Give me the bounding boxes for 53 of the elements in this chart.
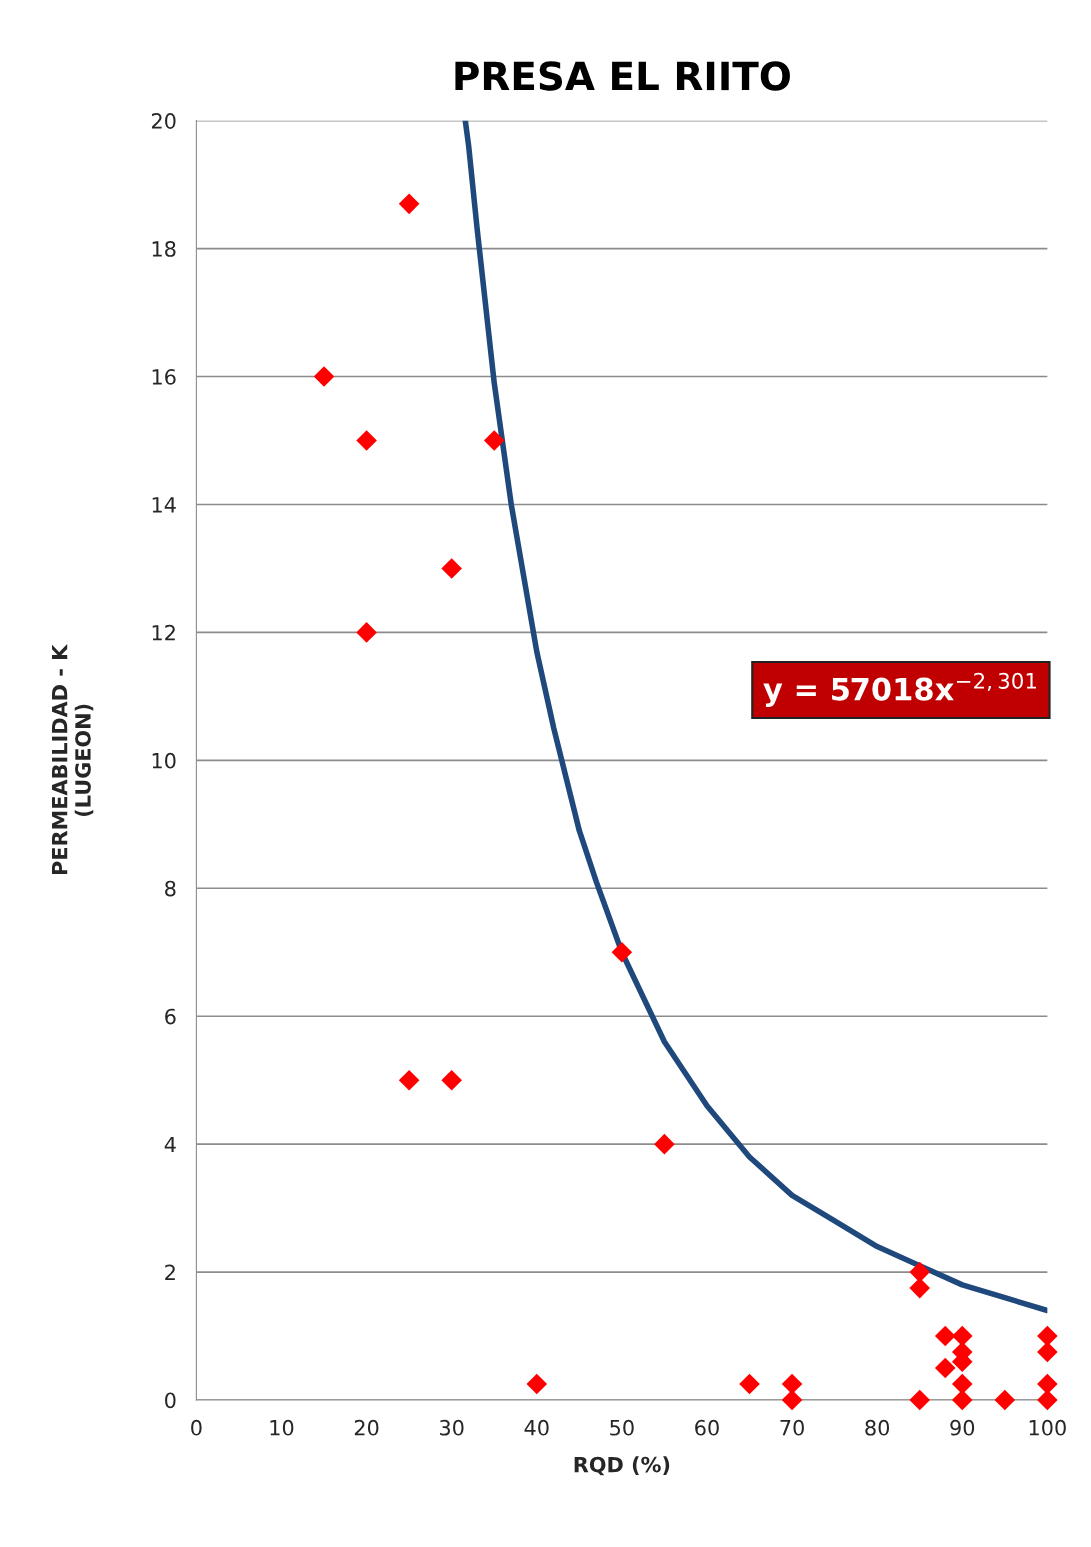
x-tick-label: 20 [354, 1419, 379, 1436]
x-tick-label: 70 [780, 1419, 804, 1436]
y-tick-label: 18 [152, 241, 176, 257]
chart-title: PRESA EL RIITO [455, 61, 790, 91]
annotation: y = 57018x$^{−2,301}$ [763, 672, 1036, 707]
x-tick-label: 10 [270, 1419, 294, 1436]
point [909, 1389, 931, 1411]
point [909, 1261, 931, 1283]
y-tick-label: 0 [165, 1392, 176, 1409]
y-tick-label: 10 [152, 752, 176, 769]
x-tick-label: 90 [950, 1419, 975, 1436]
point [781, 1389, 803, 1411]
x-tick-label: 60 [695, 1419, 719, 1436]
y-tick-label: 8 [165, 880, 176, 897]
y-tick-label: 20 [151, 113, 176, 129]
point [951, 1373, 973, 1395]
x-tick-label: 100 [1029, 1419, 1066, 1436]
y-tick-label: 2 [165, 1264, 175, 1281]
y-tick-label: 16 [152, 368, 176, 385]
y-axis-title: PERMEABILIDAD - K (LUGEON) [52, 644, 94, 875]
x-tick-label: 40 [524, 1419, 549, 1436]
point [441, 558, 462, 579]
y-tick-label: 6 [165, 1008, 176, 1025]
point [611, 941, 633, 963]
point [1037, 1373, 1058, 1395]
point [654, 1133, 675, 1155]
point [994, 1389, 1016, 1411]
y-tick-label: 4 [164, 1136, 176, 1153]
x-tick-label: 0 [191, 1419, 202, 1436]
point [313, 366, 335, 387]
y-tick-label: 14 [152, 497, 176, 513]
point [356, 622, 377, 643]
point [398, 1069, 420, 1091]
x-tick-label: 30 [440, 1419, 464, 1436]
point [951, 1389, 973, 1411]
point [951, 1325, 973, 1347]
point [781, 1373, 803, 1395]
point [1037, 1325, 1058, 1347]
point [526, 1373, 548, 1395]
point [356, 430, 377, 451]
x-tick-label: 50 [610, 1419, 634, 1436]
point [934, 1325, 956, 1347]
point [934, 1357, 956, 1379]
point [1037, 1389, 1058, 1411]
point [441, 1069, 462, 1091]
point [398, 193, 420, 215]
point [483, 430, 505, 451]
point [739, 1373, 760, 1395]
y-tick-label: 12 [152, 624, 175, 641]
x-axis-title: RQD (%) [574, 1456, 670, 1476]
point [1037, 1341, 1058, 1363]
point [909, 1277, 931, 1299]
x-tick-label: 80 [865, 1419, 890, 1436]
